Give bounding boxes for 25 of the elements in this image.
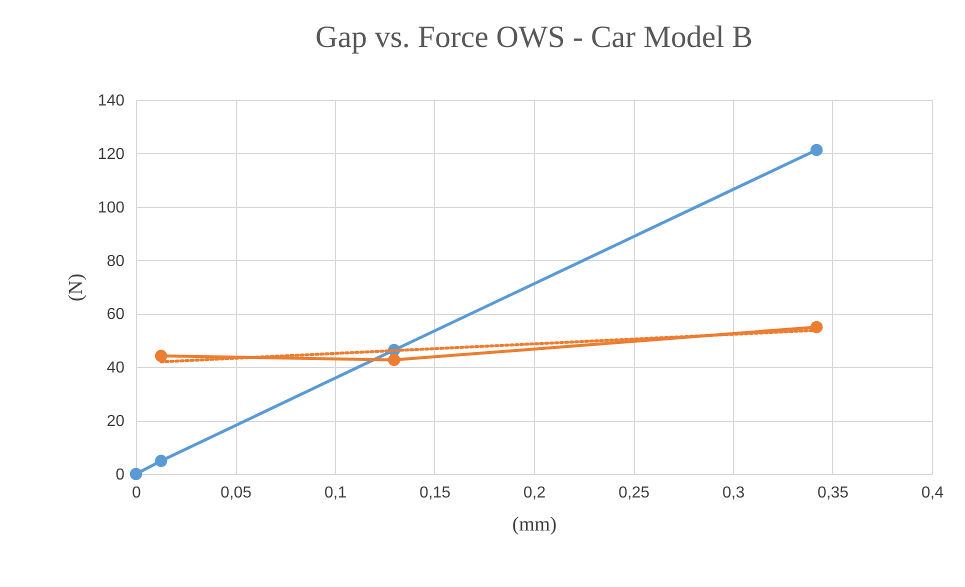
y-tick-label: 100: [98, 199, 125, 216]
x-tick-label: 0: [132, 484, 142, 502]
y-tick-label: 40: [106, 360, 125, 377]
point: [154, 454, 168, 468]
x-tick-label: 0,3: [722, 484, 745, 502]
x-tick-label: 0,35: [817, 484, 849, 502]
x-tick-label: 0,05: [220, 484, 252, 502]
point: [154, 350, 168, 362]
x-tick-label: 0,2: [523, 484, 546, 502]
y-tick-label: 0: [116, 466, 125, 484]
point: [810, 144, 823, 156]
x-tick-label: 0,4: [921, 484, 944, 502]
y-tick-label: 140: [98, 92, 125, 110]
y-tick-label: 120: [98, 146, 125, 163]
x-tick-label: 0,25: [618, 484, 650, 502]
y-tick-label: 20: [106, 413, 125, 430]
x-axis-title: (mm): [512, 514, 557, 536]
x-tick-label: 0,15: [419, 484, 451, 502]
y-tick-label: 60: [106, 306, 125, 324]
chart-title: Gap vs. Force OWS - Car Model B: [315, 19, 753, 54]
y-tick-label: 80: [106, 252, 125, 270]
y-axis-title: (N): [64, 274, 87, 302]
point: [130, 468, 142, 480]
x-tick-label: 0,1: [324, 484, 347, 502]
point: [388, 354, 400, 366]
